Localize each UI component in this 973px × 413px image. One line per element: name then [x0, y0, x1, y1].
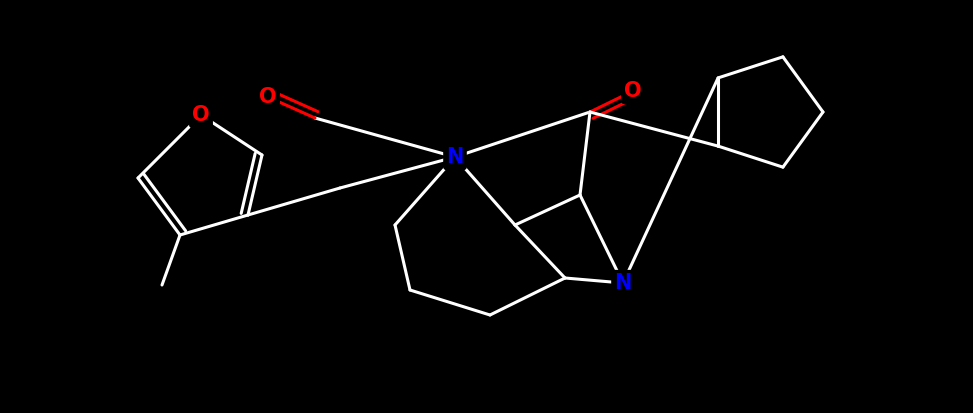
- Text: O: O: [259, 87, 276, 107]
- Text: O: O: [625, 81, 642, 101]
- Text: N: N: [447, 147, 464, 167]
- Text: O: O: [193, 105, 210, 125]
- Text: N: N: [614, 273, 631, 293]
